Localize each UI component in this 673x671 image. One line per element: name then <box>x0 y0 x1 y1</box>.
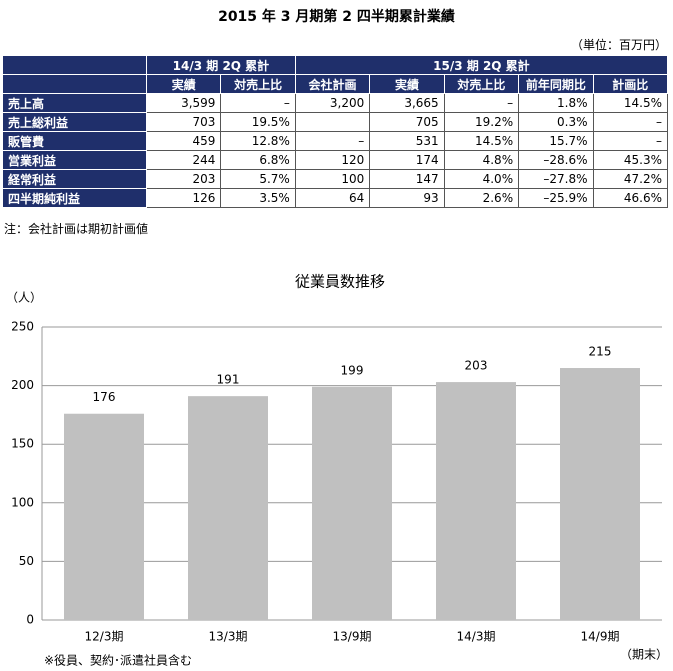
bar <box>188 396 268 620</box>
cell: 46.6% <box>592 188 669 208</box>
cell: 705 <box>369 112 445 132</box>
y-tick-label: 250 <box>11 320 34 334</box>
column-header: 対売上比 <box>220 74 296 94</box>
footnote: ※役員、契約･派遣社員含む <box>44 653 192 668</box>
cell: 14.5% <box>592 93 669 113</box>
row-label: 経常利益 <box>2 169 147 189</box>
row-label: 四半期純利益 <box>2 188 147 208</box>
cell: 6.8% <box>220 150 296 170</box>
cell: 174 <box>369 150 445 170</box>
cell: 15.7% <box>518 131 594 151</box>
cell <box>294 112 371 132</box>
row-label: 販管費 <box>2 131 147 151</box>
cell: 0.3% <box>518 112 594 132</box>
x-tick-label: 13/3期 <box>209 630 248 644</box>
row-label: 営業利益 <box>2 150 147 170</box>
column-header: 会社計画 <box>294 74 371 94</box>
cell: 531 <box>369 131 445 151</box>
y-tick-label: 0 <box>26 613 34 627</box>
x-tick-label: 14/3期 <box>457 630 496 644</box>
x-tick-label: 14/9期 <box>581 630 620 644</box>
group-header: 14/3 期 2Q 累計 <box>146 55 296 75</box>
cell: 459 <box>145 131 222 151</box>
y-tick-label: 200 <box>11 378 34 392</box>
cell: 5.7% <box>220 169 296 189</box>
cell: 64 <box>294 188 371 208</box>
y-tick-label: 50 <box>19 554 34 568</box>
cell: – <box>443 93 520 113</box>
x-tick-label: 13/9期 <box>333 630 372 644</box>
cell: 14.5% <box>443 131 520 151</box>
value-label: 203 <box>465 359 488 373</box>
table-row: 営業利益 244 6.8% 120 174 4.8% –28.6% 45.3% <box>2 150 669 170</box>
cell: 3,200 <box>294 93 371 113</box>
table-row: 販管費 459 12.8% –531 14.5% 15.7% – <box>2 131 669 151</box>
cell: 244 <box>145 150 222 170</box>
row-label: 売上高 <box>2 93 147 113</box>
cell: 147 <box>369 169 445 189</box>
bar <box>64 413 144 620</box>
cell: 3.5% <box>220 188 296 208</box>
results-table: 14/3 期 2Q 累計 15/3 期 2Q 累計 実績 対売上比 会社計画 実績 対売… <box>2 55 669 208</box>
cell: 45.3% <box>592 150 669 170</box>
corner <box>2 74 147 94</box>
column-header: 対売上比 <box>443 74 520 94</box>
unit: （単位：百万円） <box>570 38 667 52</box>
cell: –25.9% <box>518 188 594 208</box>
column-header: 前年同期比 <box>518 74 594 94</box>
value-label: 176 <box>93 390 116 404</box>
table-row: 経常利益 203 5.7% 100 147 4.0% –27.8% 47.2% <box>2 169 669 189</box>
value-label: 191 <box>217 373 240 387</box>
table-row: 売上総利益 703 19.5% 705 19.2% 0.3% – <box>2 112 669 132</box>
cell: 2.6% <box>443 188 520 208</box>
value-label: 199 <box>341 363 364 377</box>
chart-title: 従業員数推移 <box>295 273 385 291</box>
cell: 47.2% <box>592 169 669 189</box>
corner <box>2 55 147 75</box>
cell: –28.6% <box>518 150 594 170</box>
cell: 4.8% <box>443 150 520 170</box>
cell: 19.2% <box>443 112 520 132</box>
column-header: 計画比 <box>592 74 669 94</box>
cell: 203 <box>145 169 222 189</box>
bar <box>436 382 516 620</box>
cell: – <box>294 131 371 151</box>
cell: –27.8% <box>518 169 594 189</box>
x-axis-label: （期末） <box>620 648 668 662</box>
cell: – <box>592 112 669 132</box>
table-row: 売上高 3,599–3,200 3,665–1.8% 14.5% <box>2 93 669 113</box>
y-tick-label: 150 <box>11 437 34 451</box>
cell: 12.8% <box>220 131 296 151</box>
cell: 1.8% <box>518 93 594 113</box>
cell: 120 <box>294 150 371 170</box>
cell: – <box>592 131 669 151</box>
y-tick-label: 100 <box>11 495 34 509</box>
cell: 3,599 <box>145 93 222 113</box>
cell: 19.5% <box>220 112 296 132</box>
cell: 703 <box>145 112 222 132</box>
cell: 93 <box>369 188 445 208</box>
note: 注：会社計画は期初計画値 <box>4 222 149 236</box>
bar <box>560 368 640 620</box>
chart: 従業員数推移 （人） （期末） ※役員、契約･派遣社員含む 0 50 100 150 2… <box>6 273 668 668</box>
title: 2015 年 3 月期第 2 四半期累計業績 <box>218 9 455 25</box>
group-header: 15/3 期 2Q 累計 <box>294 55 669 75</box>
cell: 3,665 <box>369 93 445 113</box>
y-axis-label: （人） <box>6 291 42 305</box>
cell: – <box>220 93 296 113</box>
cell: 126 <box>145 188 222 208</box>
bar <box>312 386 392 620</box>
value-label: 215 <box>589 345 612 359</box>
cell: 100 <box>294 169 371 189</box>
row-label: 売上総利益 <box>2 112 147 132</box>
cell: 4.0% <box>443 169 520 189</box>
table-row: 四半期純利益 126 3.5% 64 93 2.6% –25.9% 46.6% <box>2 188 669 208</box>
column-header: 実績 <box>369 74 445 94</box>
column-header: 実績 <box>145 74 222 94</box>
x-tick-label: 12/3期 <box>85 630 124 644</box>
